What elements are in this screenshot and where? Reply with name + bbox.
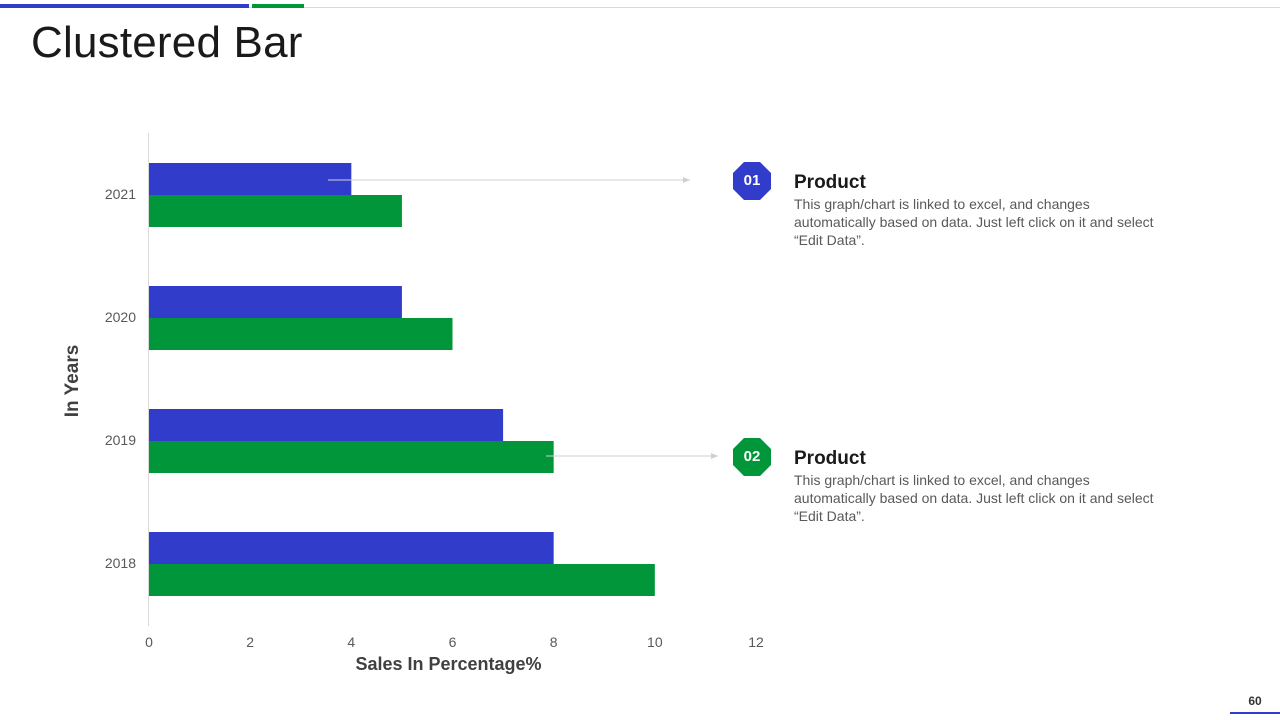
x-axis-title: Sales In Percentage%	[355, 654, 541, 674]
callout-badge-01: 01	[732, 161, 772, 201]
bar-2018-series-2[interactable]	[149, 564, 655, 596]
x-tick-label-8: 8	[550, 634, 558, 650]
callout-number: 01	[743, 172, 761, 189]
page-number-underline	[1230, 712, 1280, 714]
bar-2018-series-1[interactable]	[149, 532, 554, 564]
callout-number: 02	[743, 448, 761, 465]
y-tick-label-2018: 2018	[105, 555, 136, 571]
header-accent-blue	[0, 4, 249, 8]
slide-title: Clustered Bar	[31, 18, 303, 67]
callout-description: This graph/chart is linked to excel, and…	[794, 196, 1154, 248]
octagon-icon	[733, 162, 771, 200]
octagon-icon	[733, 438, 771, 476]
header-divider	[0, 7, 1280, 8]
bar-2021-series-2[interactable]	[149, 195, 402, 227]
bar-2019-series-2[interactable]	[149, 441, 554, 473]
callout-01: Product This graph/chart is linked to ex…	[794, 172, 1154, 249]
callout-badge-02: 02	[732, 437, 772, 477]
y-tick-label-2019: 2019	[105, 432, 136, 448]
x-tick-label-6: 6	[449, 634, 457, 650]
callout-title: Product	[794, 448, 866, 469]
callout-title: Product	[794, 172, 866, 193]
x-tick-label-4: 4	[347, 634, 355, 650]
bar-2021-series-1[interactable]	[149, 163, 352, 195]
x-tick-label-0: 0	[145, 634, 153, 650]
y-tick-label-2020: 2020	[105, 309, 136, 325]
callout-02: Product This graph/chart is linked to ex…	[794, 448, 1154, 525]
bar-2020-series-1[interactable]	[149, 286, 402, 318]
header-accent-green	[252, 4, 304, 8]
x-tick-label-2: 2	[246, 634, 254, 650]
page-number: 60	[1248, 694, 1262, 708]
y-tick-label-2021: 2021	[105, 186, 136, 202]
bar-2020-series-2[interactable]	[149, 318, 453, 350]
callout-description: This graph/chart is linked to excel, and…	[794, 472, 1154, 524]
y-axis-title: In Years	[62, 345, 83, 418]
bar-2019-series-1[interactable]	[149, 409, 504, 441]
x-tick-label-12: 12	[748, 634, 764, 650]
x-tick-label-10: 10	[647, 634, 663, 650]
